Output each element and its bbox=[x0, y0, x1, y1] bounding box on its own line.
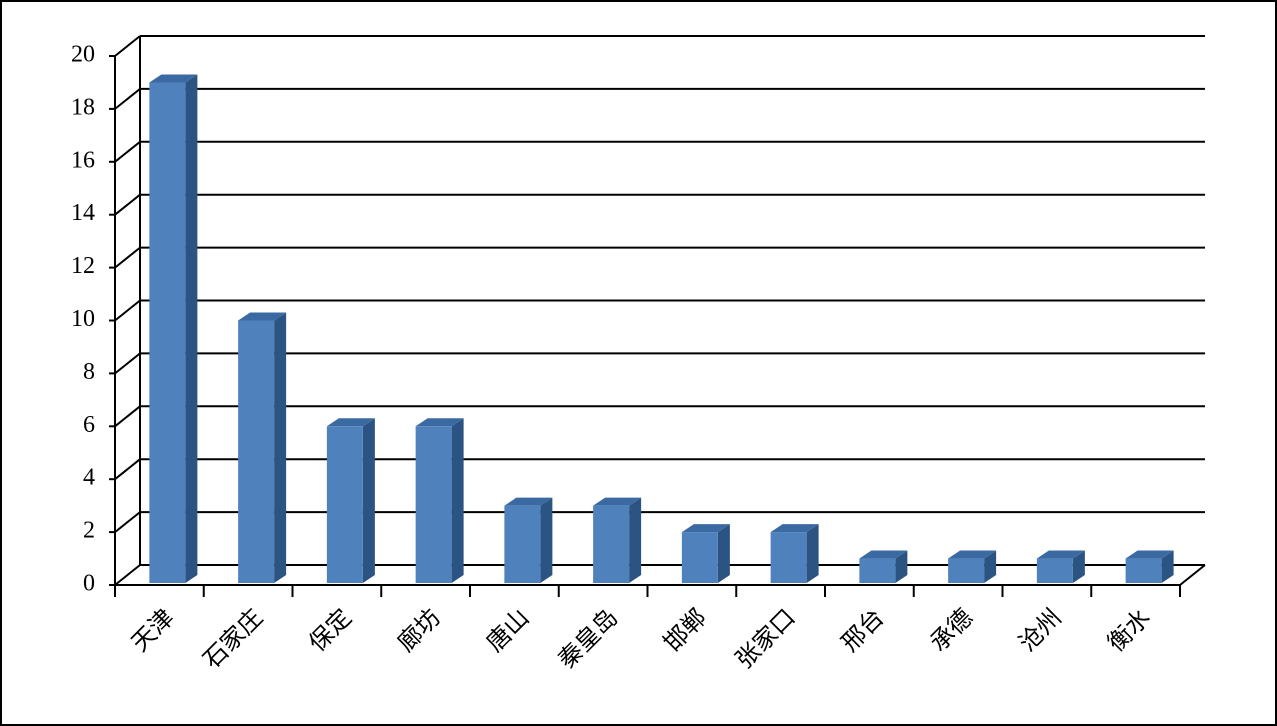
bar-top bbox=[1125, 550, 1174, 559]
depth-tick bbox=[114, 299, 141, 322]
y-tick-label: 10 bbox=[71, 306, 95, 332]
floor-right bbox=[1179, 564, 1206, 586]
y-tick-label: 2 bbox=[83, 518, 95, 544]
bar-top bbox=[504, 497, 553, 506]
bar bbox=[859, 558, 896, 583]
bar bbox=[948, 558, 985, 583]
y-tick-label: 12 bbox=[71, 253, 95, 279]
bar-top bbox=[681, 524, 730, 533]
bar-side bbox=[185, 74, 198, 583]
bar-top bbox=[859, 550, 908, 559]
bar-side bbox=[451, 418, 464, 583]
y-tick-label: 4 bbox=[83, 465, 95, 491]
bar-top bbox=[238, 312, 287, 321]
bar-top bbox=[593, 497, 642, 506]
y-tick-label: 0 bbox=[83, 571, 95, 597]
bar bbox=[1125, 558, 1162, 583]
bar-side bbox=[984, 550, 997, 583]
bar bbox=[415, 426, 452, 583]
y-tick-label: 20 bbox=[71, 42, 95, 68]
bar bbox=[681, 532, 718, 583]
bar-side bbox=[629, 497, 642, 583]
bar-side bbox=[540, 497, 553, 583]
y-tick-label: 16 bbox=[71, 147, 95, 173]
bar-top bbox=[149, 74, 198, 83]
depth-tick bbox=[114, 246, 141, 269]
bar-side bbox=[362, 418, 375, 583]
bar bbox=[149, 82, 186, 583]
depth-tick bbox=[114, 193, 141, 216]
bar-top bbox=[1036, 550, 1085, 559]
depth-tick bbox=[114, 564, 141, 586]
depth-tick bbox=[114, 405, 141, 428]
y-tick-label: 6 bbox=[83, 412, 95, 438]
bar-top bbox=[326, 418, 375, 427]
bar-side bbox=[1161, 550, 1174, 583]
bar bbox=[593, 505, 630, 583]
y-tick-label: 14 bbox=[71, 200, 95, 226]
bar bbox=[326, 426, 363, 583]
y-tick-label: 18 bbox=[71, 94, 95, 120]
bar-top bbox=[948, 550, 997, 559]
bar bbox=[238, 320, 275, 583]
bar bbox=[504, 505, 541, 583]
bar bbox=[1036, 558, 1073, 583]
bar-side bbox=[717, 524, 730, 583]
bar bbox=[770, 532, 807, 583]
depth-tick bbox=[114, 352, 141, 375]
depth-tick bbox=[114, 35, 141, 57]
depth-tick bbox=[114, 141, 141, 163]
bar-side bbox=[274, 312, 287, 583]
depth-tick bbox=[114, 511, 141, 533]
depth-tick bbox=[114, 88, 141, 110]
bar-side bbox=[806, 524, 819, 583]
bar-top bbox=[770, 524, 819, 533]
depth-tick bbox=[114, 458, 141, 480]
bar-side bbox=[1072, 550, 1085, 583]
bar-top bbox=[415, 418, 464, 427]
bar-side bbox=[895, 550, 908, 583]
y-tick-label: 8 bbox=[83, 359, 95, 385]
